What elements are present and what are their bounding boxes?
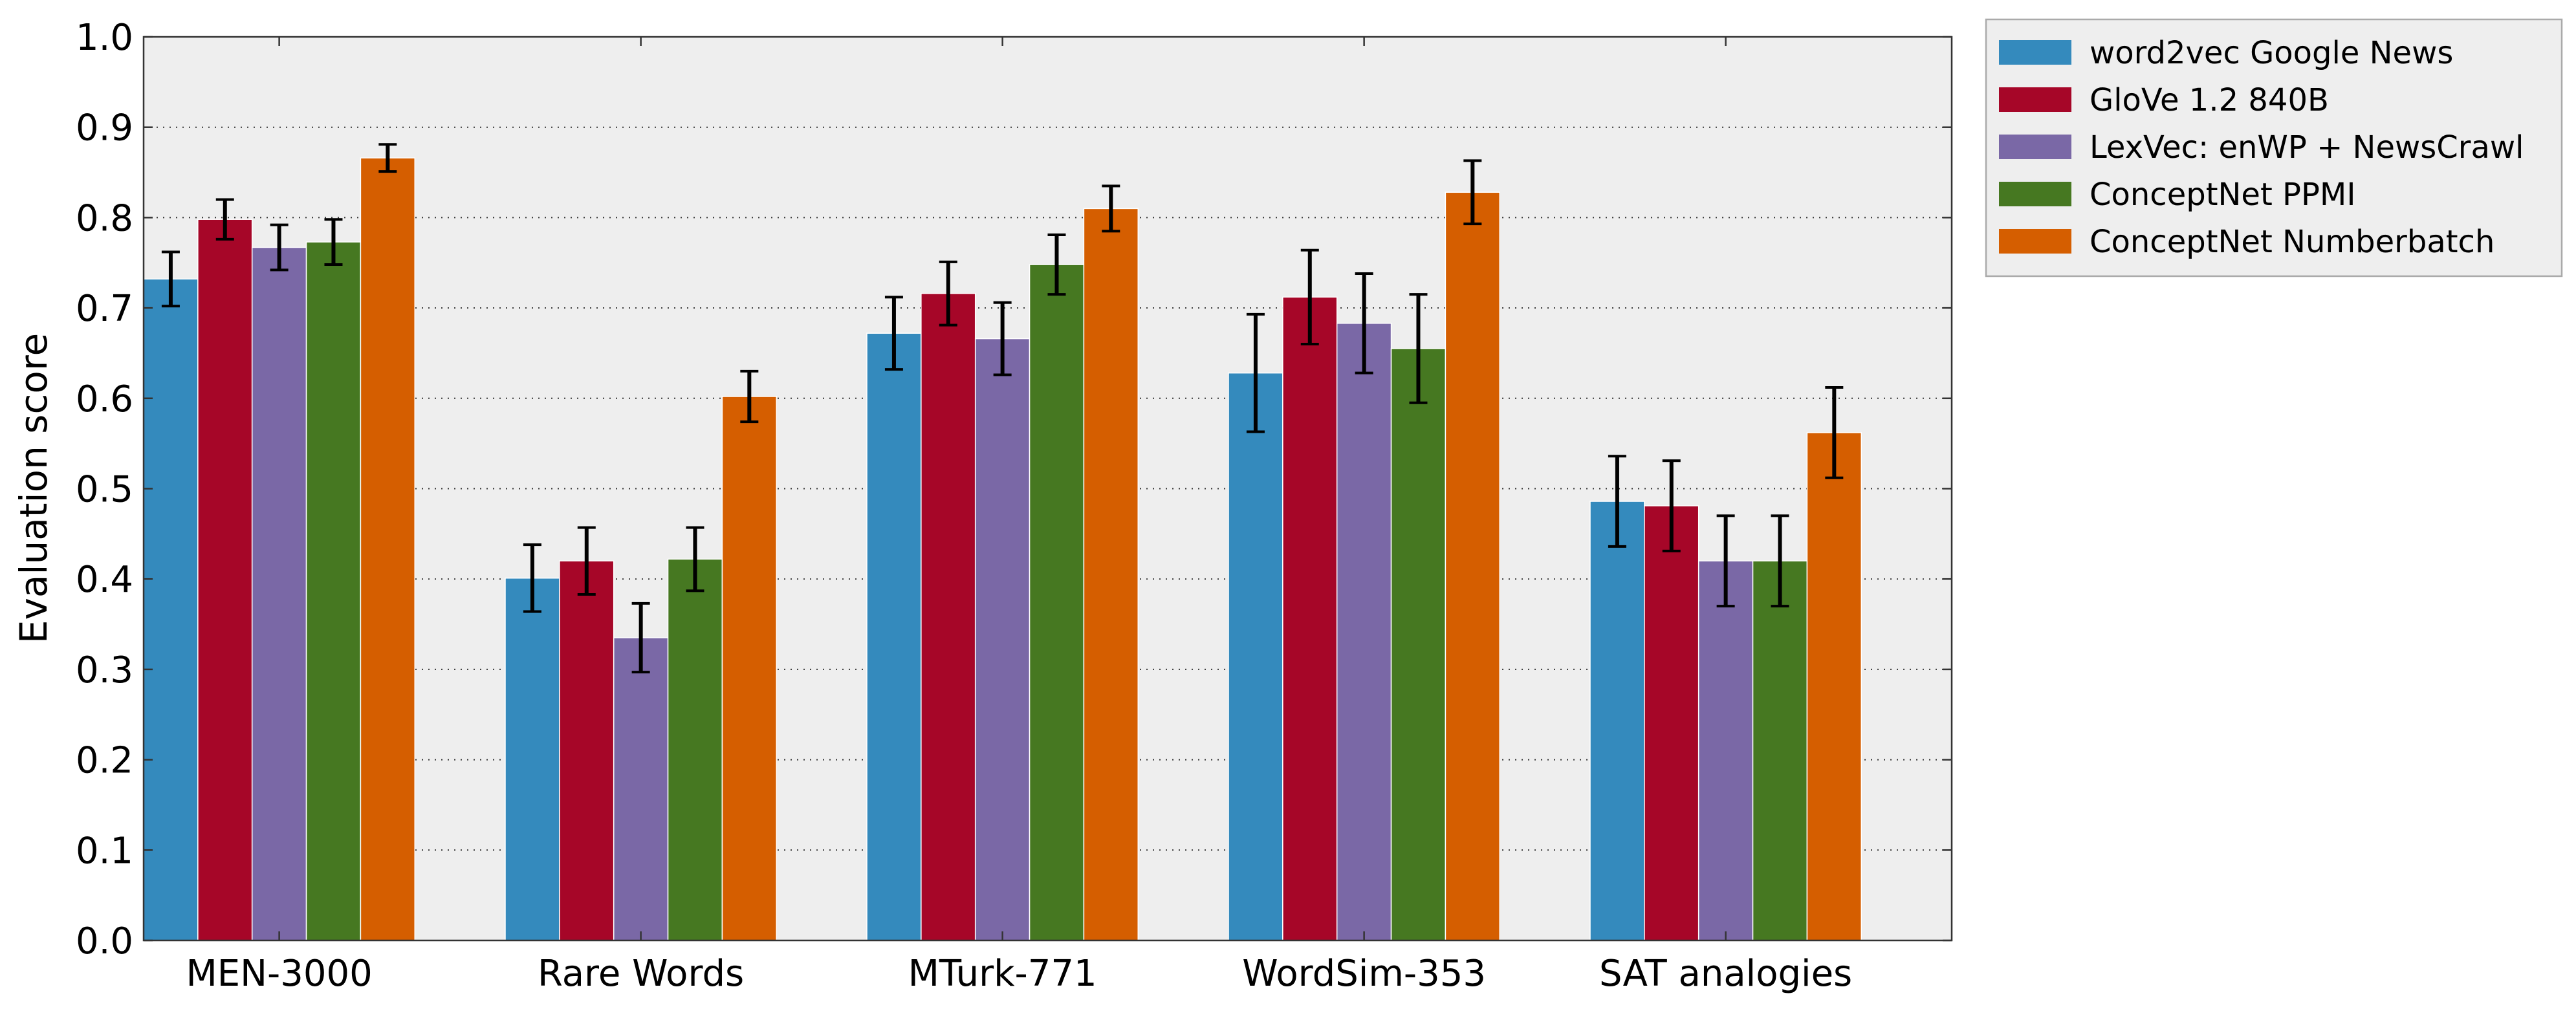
bar [1282, 296, 1338, 941]
y-tick-label: 0.6 [76, 378, 133, 420]
bar [305, 241, 362, 941]
y-axis: 0.0 0.1 0.2 0.3 0.4 0.5 0.6 0.7 0.8 0.9 1.0 [76, 17, 1952, 962]
bar [143, 278, 199, 941]
legend-swatch [1999, 40, 2071, 65]
y-tick-label: 0.2 [76, 740, 133, 782]
x-tick-label: MEN-3000 [186, 953, 372, 995]
legend-frame [1985, 18, 2563, 277]
bar [613, 637, 669, 941]
legend-swatch [1999, 229, 2071, 254]
y-tick-label: 0.1 [76, 830, 133, 872]
x-tick-label: SAT analogies [1599, 953, 1852, 995]
bar [921, 292, 976, 941]
bar [1228, 372, 1283, 941]
bar [559, 560, 615, 941]
bar [1806, 432, 1862, 941]
bar [251, 246, 307, 941]
legend-swatch [1999, 87, 2071, 112]
bar [360, 157, 416, 941]
bars [143, 157, 1862, 941]
legend-swatch [1999, 135, 2071, 159]
legend: word2vec Google News GloVe 1.2 840B LexVec… [1985, 18, 2563, 277]
bar [1390, 348, 1446, 941]
x-tick-label: MTurk-771 [908, 953, 1097, 995]
bar [721, 396, 778, 941]
y-tick-label: 0.9 [76, 107, 133, 149]
y-tick-label: 0.4 [76, 559, 133, 601]
bar [974, 338, 1031, 941]
x-axis: MEN-3000 Rare Words MTurk-771 WordSim-353 SA… [186, 37, 1852, 995]
legend-label: ConceptNet PPMI [2090, 177, 2356, 213]
y-tick-label: 0.3 [76, 649, 133, 691]
y-tick-label: 1.0 [76, 17, 133, 59]
bar [505, 578, 560, 941]
bar [1589, 501, 1645, 941]
legend-label: LexVec: enWP + NewsCrawl [2090, 129, 2524, 166]
y-axis-title: Evaluation score [12, 333, 56, 644]
legend-label: GloVe 1.2 840B [2090, 82, 2329, 118]
bar [1029, 264, 1085, 941]
y-tick-label: 0.7 [76, 288, 133, 330]
bar [197, 219, 253, 941]
bar [1445, 191, 1500, 941]
legend-label: ConceptNet Numberbatch [2090, 224, 2494, 260]
y-tick-label: 0.5 [76, 469, 133, 511]
bar [866, 332, 922, 941]
bar [1083, 208, 1139, 941]
bar [1697, 560, 1754, 941]
error-bars [161, 143, 1844, 674]
x-tick-label: Rare Words [538, 953, 744, 995]
bar [1336, 323, 1392, 941]
x-tick-label: WordSim-353 [1242, 953, 1486, 995]
y-tick-label: 0.8 [76, 197, 133, 239]
bar [1752, 560, 1808, 941]
legend-swatch [1999, 182, 2071, 206]
legend-label: word2vec Google News [2090, 35, 2453, 71]
bar [1644, 505, 1699, 941]
bar [667, 558, 723, 941]
y-tick-label: 0.0 [76, 920, 133, 962]
